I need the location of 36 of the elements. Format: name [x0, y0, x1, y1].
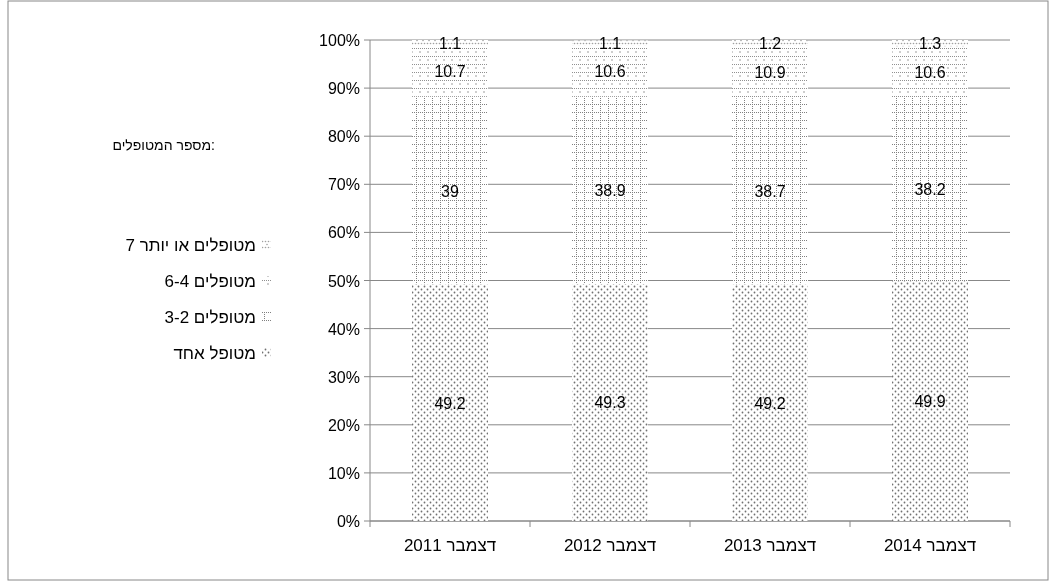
y-tick-label: 50%: [327, 272, 360, 290]
data-label: 49.9: [914, 392, 946, 410]
y-tick-label: 60%: [327, 224, 360, 242]
legend-label: מטופלים 3-2: [164, 308, 256, 327]
data-label: 10.6: [594, 63, 626, 81]
bar: [412, 284, 488, 521]
bar: [572, 283, 648, 521]
bar: [892, 280, 968, 521]
legend-label: מטופל אחד: [173, 344, 256, 363]
y-tick-label: 10%: [327, 464, 360, 482]
y-tick-label: 20%: [327, 416, 360, 434]
data-label: 49.3: [594, 394, 626, 412]
x-tick-label: 2014 דצמבר: [883, 536, 977, 555]
data-label: 10.7: [434, 63, 466, 81]
y-tick-label: 30%: [327, 368, 360, 386]
data-label: 10.9: [754, 63, 786, 81]
data-label: 49.2: [754, 394, 786, 412]
y-tick-label: 40%: [327, 320, 360, 338]
legend-title: מספר המטופלים:: [112, 137, 215, 153]
y-tick-label: 100%: [319, 32, 360, 49]
data-label: 49.2: [434, 394, 466, 412]
y-tick-label: 70%: [327, 176, 360, 194]
legend-label: מטופלים או יותר 7: [125, 236, 256, 255]
data-label: 38.2: [914, 181, 946, 199]
y-tick-label: 90%: [327, 80, 360, 98]
legend-label: מטופלים 6-4: [164, 272, 256, 291]
x-tick-label: 2013 דצמבר: [723, 536, 817, 555]
data-label: 10.6: [914, 63, 946, 81]
x-tick-label: 2011 דצמבר: [403, 536, 497, 555]
data-label: 39: [441, 182, 459, 200]
data-label: 38.7: [754, 183, 786, 201]
x-tick-label: 2012 דצמבר: [563, 536, 657, 555]
data-label: 38.9: [594, 182, 626, 200]
y-tick-label: 80%: [327, 128, 360, 146]
bar: [732, 284, 808, 521]
y-tick-label: 0%: [336, 513, 360, 530]
